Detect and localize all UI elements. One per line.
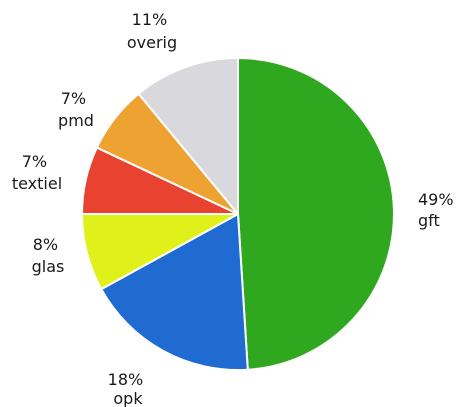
slice-name-overig: overig [127, 33, 177, 52]
pie-slice-opk [100, 213, 249, 371]
slice-label-opk: 18% opk [108, 370, 149, 407]
slice-percent-opk: 18% [108, 370, 144, 389]
slice-percent-textiel: 7% [22, 152, 47, 171]
pie-labels: 49% gft 18% opk 8% glas 7% textiel 7% pm… [12, 10, 458, 407]
slice-label-overig: 11% overig [127, 10, 177, 52]
slice-label-glas: 8% glas [32, 235, 65, 276]
slice-percent-glas: 8% [33, 235, 58, 254]
slice-label-gft: 49% gft [418, 190, 458, 230]
slice-name-opk: opk [113, 389, 143, 407]
slice-label-textiel: 7% textiel [12, 152, 62, 193]
slice-name-textiel: textiel [12, 174, 62, 193]
slice-name-glas: glas [32, 257, 65, 276]
slice-name-gft: gft [418, 211, 440, 230]
slice-percent-overig: 11% [132, 10, 168, 29]
pie-slice-overig [137, 57, 239, 215]
pie-slice-gft [237, 57, 395, 371]
slice-percent-gft: 49% [418, 190, 454, 209]
slice-label-pmd: 7% pmd [58, 89, 94, 130]
pie-slices [81, 57, 395, 371]
slice-name-pmd: pmd [58, 111, 94, 130]
slice-percent-pmd: 7% [61, 89, 86, 108]
